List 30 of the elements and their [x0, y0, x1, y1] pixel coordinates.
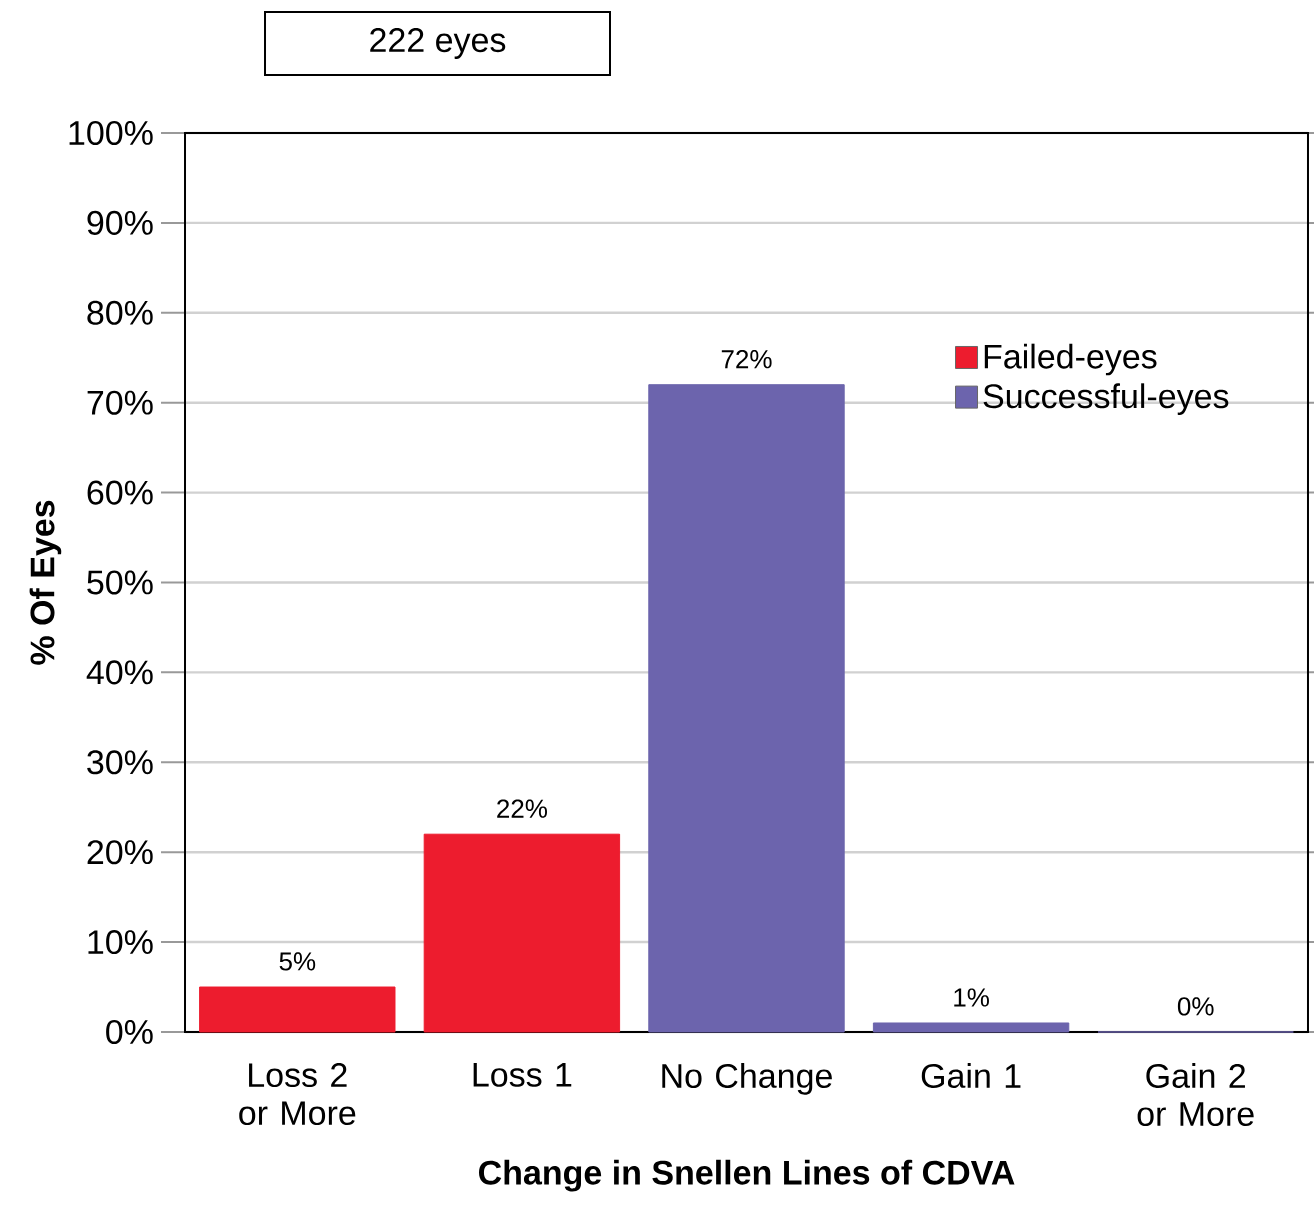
- y-tick-label: 30%: [87, 750, 153, 775]
- data-label: 72%: [721, 350, 772, 369]
- y-tick-label: 10%: [88, 930, 153, 955]
- y-tick-label: 0%: [106, 1019, 153, 1045]
- text: 222 eyes: [370, 28, 506, 59]
- bar: [423, 833, 621, 1033]
- y-tick-label: 90%: [87, 210, 153, 235]
- data-label: 5%: [279, 952, 316, 971]
- y-axis-title: % Of Eyes: [29, 500, 62, 665]
- x-axis-title: Change in Snellen Lines of CDVA: [479, 1159, 1015, 1192]
- bar: [648, 384, 845, 1033]
- y-tick-label: 50%: [87, 570, 153, 595]
- data-label: 0%: [1177, 997, 1214, 1016]
- legend-label: Failed-eyes: [984, 343, 1157, 376]
- bar: [872, 1022, 1070, 1033]
- x-tick-label: Loss 1: [473, 1063, 572, 1087]
- bar: [199, 986, 396, 1033]
- x-tick-label: Loss 2 or More: [239, 1063, 356, 1126]
- x-tick-label: No Change: [662, 1063, 832, 1095]
- y-tick-label: 80%: [87, 300, 153, 325]
- x-tick-label: Gain 2 or More: [1137, 1063, 1254, 1127]
- y-tick-label: 20%: [87, 840, 153, 865]
- x-tick-label: Gain 1: [921, 1063, 1021, 1089]
- data-label: 22%: [497, 799, 547, 818]
- y-tick-label: 100%: [69, 120, 153, 146]
- data-label: 1%: [954, 988, 989, 1007]
- legend-label: Successful-eyes: [983, 383, 1229, 416]
- y-tick-label: 60%: [87, 480, 153, 505]
- y-tick-label: 70%: [87, 390, 153, 415]
- y-tick-label: 40%: [86, 660, 153, 685]
